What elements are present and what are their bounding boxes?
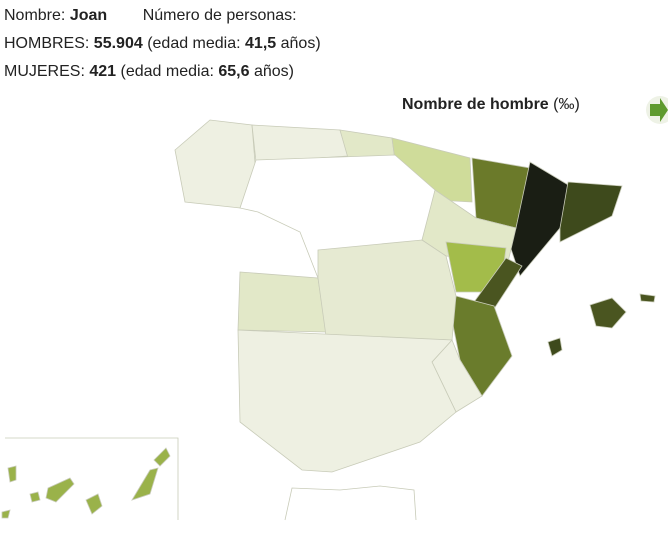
- count: 421: [89, 63, 117, 80]
- provinces: [174, 119, 656, 473]
- girona-barcelona: [559, 181, 623, 243]
- map-title: Nombre de hombre (‰): [402, 96, 580, 114]
- island: [29, 491, 41, 503]
- unit: (‰): [553, 96, 580, 113]
- label: MUJERES:: [4, 63, 85, 80]
- name-line: Nombre: Joan Número de personas:: [4, 7, 297, 25]
- galicia: [174, 119, 257, 209]
- extremadura: [237, 271, 327, 333]
- unit: años): [280, 35, 321, 52]
- next-arrow[interactable]: [650, 98, 668, 122]
- ibiza: [547, 337, 563, 357]
- label: Nombre:: [4, 7, 66, 24]
- island: [7, 465, 17, 483]
- asturias-cantabria: [251, 124, 349, 163]
- label: HOMBRES:: [4, 35, 90, 52]
- island: [1, 509, 11, 519]
- name: Joan: [69, 7, 108, 24]
- canary-frame: [5, 437, 179, 520]
- menorca: [639, 293, 656, 303]
- island: [153, 447, 171, 467]
- age: 41,5: [245, 35, 277, 52]
- women-line: MUJERES: 421 (edad media: 65,6 años): [4, 63, 294, 81]
- canary-islands: [1, 447, 171, 519]
- castilla-la-mancha: [317, 239, 457, 341]
- island: [45, 477, 75, 503]
- title: Nombre de hombre: [402, 96, 549, 113]
- label: (edad media:: [120, 63, 214, 80]
- island: [85, 493, 103, 515]
- andalucia: [237, 329, 457, 473]
- island: [131, 467, 159, 501]
- north-africa-outline: [284, 485, 417, 521]
- label: Número de personas:: [142, 7, 297, 24]
- mallorca: [589, 297, 627, 329]
- men-line: HOMBRES: 55.904 (edad media: 41,5 años): [4, 35, 321, 53]
- age: 65,6: [218, 63, 250, 80]
- count: 55.904: [93, 35, 143, 52]
- unit: años): [253, 63, 294, 80]
- label: (edad media:: [147, 35, 241, 52]
